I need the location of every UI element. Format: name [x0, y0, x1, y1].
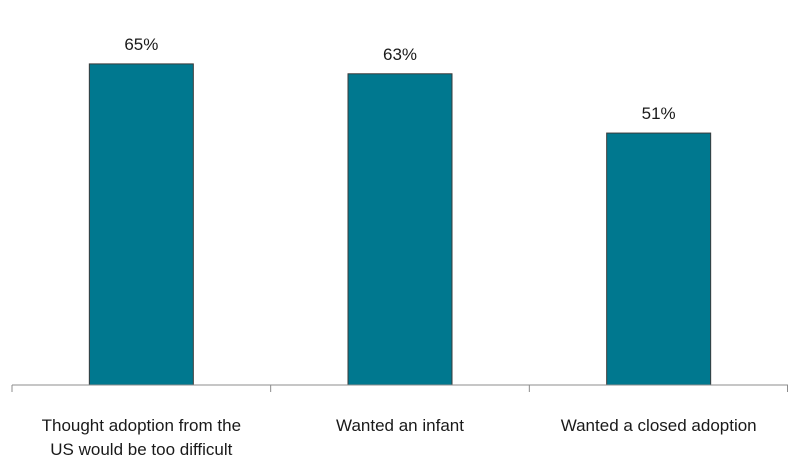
value-labels-group: 65% 63% 51%: [124, 35, 675, 123]
bar-1: [88, 63, 194, 386]
category-label-1: Thought adoption from the US would be too…: [42, 416, 241, 459]
category-label-line: Thought adoption from the: [42, 416, 241, 435]
data-label-1: 65%: [124, 35, 158, 54]
x-axis: [11, 384, 788, 392]
bar-2: [347, 73, 453, 386]
category-label-line: US would be too difficult: [50, 440, 232, 459]
category-label-line: Wanted an infant: [336, 416, 464, 435]
bar-3: [606, 132, 712, 386]
category-label-2: Wanted an infant: [336, 416, 464, 435]
data-label-3: 51%: [642, 104, 676, 123]
data-label-2: 63%: [383, 45, 417, 64]
category-label-3: Wanted a closed adoption: [561, 416, 757, 435]
bars-group: [88, 63, 712, 386]
category-label-line: Wanted a closed adoption: [561, 416, 757, 435]
category-labels-group: Thought adoption from the US would be too…: [42, 416, 757, 459]
